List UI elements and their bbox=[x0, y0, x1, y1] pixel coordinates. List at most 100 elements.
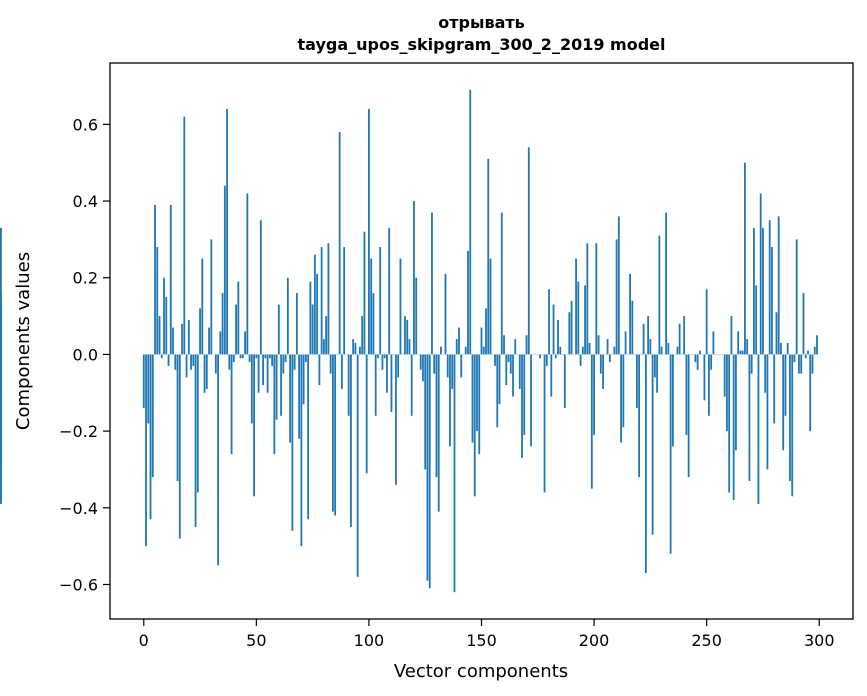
bar-126 bbox=[426, 354, 429, 581]
x-tick-label: 50 bbox=[246, 631, 266, 650]
bar-12 bbox=[169, 204, 172, 355]
bar-220 bbox=[638, 354, 641, 478]
bar-209 bbox=[613, 346, 616, 355]
bar-284 bbox=[782, 354, 785, 451]
bar-11 bbox=[167, 354, 170, 366]
bar-20 bbox=[187, 319, 190, 355]
bar-259 bbox=[726, 354, 728, 432]
bar-295 bbox=[807, 350, 809, 355]
bar-135 bbox=[446, 354, 449, 378]
bar-107 bbox=[383, 354, 386, 359]
bar-32 bbox=[214, 354, 217, 374]
bar-36 bbox=[223, 185, 226, 355]
bar-48 bbox=[250, 354, 253, 424]
bar-216 bbox=[629, 273, 631, 355]
bar-45 bbox=[244, 331, 246, 355]
bar-222 bbox=[642, 323, 645, 355]
bar-269 bbox=[748, 354, 751, 481]
bar-165 bbox=[514, 339, 517, 355]
bar-101 bbox=[370, 258, 373, 355]
bar-192 bbox=[575, 258, 577, 355]
bar-104 bbox=[377, 354, 379, 359]
bar-240 bbox=[683, 316, 686, 355]
bar-172 bbox=[530, 354, 532, 447]
bar-189 bbox=[568, 312, 571, 355]
bar-77 bbox=[316, 273, 319, 355]
bar-123 bbox=[419, 354, 422, 370]
bar-110 bbox=[390, 354, 393, 412]
bar-109 bbox=[388, 227, 391, 355]
bar-224 bbox=[647, 316, 650, 355]
bar-60 bbox=[277, 304, 280, 355]
bar-30 bbox=[210, 239, 213, 355]
bar-283 bbox=[780, 342, 782, 355]
bar-5 bbox=[154, 204, 156, 355]
bar-92 bbox=[350, 354, 352, 527]
bar-149 bbox=[478, 354, 481, 455]
bar-286 bbox=[786, 342, 789, 355]
bar-225 bbox=[649, 339, 652, 355]
bar-44 bbox=[241, 354, 244, 359]
bar-64 bbox=[286, 277, 289, 355]
bar-245 bbox=[694, 354, 697, 363]
bar-282 bbox=[777, 216, 780, 355]
bar-75 bbox=[311, 304, 314, 355]
bar-193 bbox=[577, 281, 580, 355]
bar-264 bbox=[737, 331, 740, 355]
bar-18 bbox=[183, 116, 186, 355]
x-tick-label: 300 bbox=[804, 631, 835, 650]
bar-147 bbox=[473, 354, 476, 497]
bar-190 bbox=[570, 300, 573, 355]
bar-82 bbox=[327, 243, 330, 355]
bar-184 bbox=[557, 319, 559, 355]
bar-81 bbox=[325, 316, 328, 355]
bar-291 bbox=[798, 354, 800, 374]
bar-105 bbox=[379, 247, 382, 355]
bar-251 bbox=[708, 354, 710, 416]
bar-252 bbox=[710, 354, 713, 370]
bar-241 bbox=[685, 354, 688, 435]
bar-187 bbox=[563, 354, 566, 409]
bar-119 bbox=[410, 354, 413, 416]
bar-94 bbox=[354, 342, 357, 355]
bar-19 bbox=[185, 354, 188, 378]
bar-211 bbox=[617, 216, 620, 355]
bar-40 bbox=[232, 354, 235, 363]
bar-141 bbox=[460, 354, 463, 378]
bar-134 bbox=[444, 273, 447, 355]
bar-262 bbox=[732, 354, 735, 501]
bar-8 bbox=[160, 354, 163, 359]
bar-128 bbox=[431, 212, 433, 355]
x-tick-label: 0 bbox=[139, 631, 149, 650]
bar-26 bbox=[201, 258, 204, 355]
bar-167 bbox=[518, 354, 521, 389]
bar-118 bbox=[408, 339, 411, 355]
bar-91 bbox=[347, 354, 350, 416]
chart-title: отрывать bbox=[438, 13, 525, 32]
bar-258 bbox=[723, 354, 726, 397]
bar-145 bbox=[469, 89, 472, 355]
bar-171 bbox=[527, 147, 530, 355]
bar-57 bbox=[271, 354, 274, 366]
bar-42 bbox=[237, 281, 240, 355]
bar-13 bbox=[172, 327, 174, 355]
bar-156 bbox=[494, 354, 496, 366]
bar-139 bbox=[455, 339, 458, 355]
bar-65 bbox=[289, 354, 292, 443]
x-axis-label: Vector components bbox=[394, 661, 568, 682]
bar-76 bbox=[313, 254, 316, 355]
y-tick-label: −0.2 bbox=[59, 422, 98, 441]
bar-159 bbox=[500, 212, 503, 355]
bar-181 bbox=[550, 354, 553, 397]
bar-23 bbox=[194, 354, 197, 527]
bar-200 bbox=[593, 354, 595, 435]
bar-54 bbox=[264, 354, 267, 359]
bar-2 bbox=[147, 354, 150, 424]
chart-subtitle: tayga_upos_skipgram_300_2_2019 model bbox=[297, 35, 666, 54]
x-tick-label: 100 bbox=[354, 631, 385, 650]
bar-33 bbox=[217, 354, 219, 566]
bar-51 bbox=[257, 354, 260, 393]
bar-217 bbox=[631, 300, 634, 355]
bar-83 bbox=[329, 354, 332, 374]
bar-263 bbox=[735, 354, 737, 451]
